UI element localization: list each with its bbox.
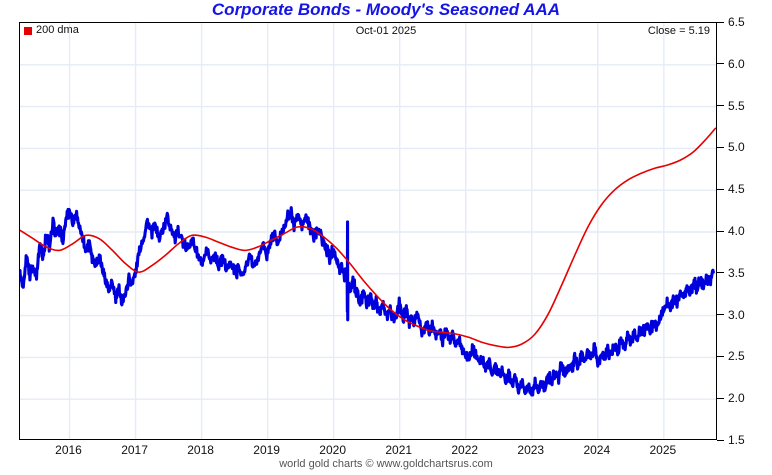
x-tick-label: 2019 <box>253 443 280 457</box>
y-axis: 6.5 6.0 5.5 5.0 4.5 4.0 3.5 3.0 2.5 2.0 1.5 <box>717 15 772 447</box>
y-tick-text: 5.5 <box>728 98 745 113</box>
y-tick-mark <box>717 21 724 23</box>
page-title: Corporate Bonds - Moody's Seasoned AAA <box>211 0 561 19</box>
chart-canvas <box>20 23 716 439</box>
y-tick-mark <box>717 314 724 316</box>
y-tick-mark <box>717 272 724 274</box>
y-tick-label: 5.5 <box>717 98 745 113</box>
y-tick-mark <box>717 105 724 107</box>
x-tick-label: 2017 <box>121 443 148 457</box>
y-tick-text: 3.0 <box>728 307 745 322</box>
y-tick-mark <box>717 63 724 65</box>
close-value-label: Close = 5.19 <box>647 25 710 37</box>
y-tick-label: 1.5 <box>717 433 745 447</box>
y-tick-mark <box>717 397 724 399</box>
y-tick-mark <box>717 230 724 232</box>
y-tick-label: 5.0 <box>717 140 745 155</box>
plot-area <box>19 22 717 440</box>
x-tick-label: 2018 <box>187 443 214 457</box>
x-tick-label: 2024 <box>583 443 611 457</box>
y-tick-label: 3.0 <box>717 307 745 322</box>
y-tick-label: 6.5 <box>717 15 745 29</box>
y-tick-label: 2.0 <box>717 391 745 406</box>
x-tick-label: 2025 <box>649 443 677 457</box>
y-tick-text: 6.0 <box>728 56 745 71</box>
y-tick-text: 4.0 <box>728 224 745 238</box>
x-axis: 2016 2017 2018 2019 2020 2021 2022 2023 2024 2025 <box>19 443 717 459</box>
legend-label-200dma: 200 dma <box>36 24 79 36</box>
y-tick-mark <box>717 355 724 357</box>
y-tick-text: 2.0 <box>728 391 745 406</box>
x-tick-label: 2016 <box>55 443 82 457</box>
y-tick-text: 3.5 <box>728 265 745 280</box>
y-tick-mark <box>717 188 724 190</box>
y-tick-text: 4.5 <box>728 182 745 197</box>
credit-text: world gold charts © www.goldchartsrus.co… <box>279 458 493 470</box>
y-tick-label: 4.0 <box>717 224 745 238</box>
x-tick-label: 2021 <box>385 443 413 457</box>
legend: 200 dma <box>24 25 79 36</box>
y-tick-text: 6.5 <box>728 15 745 29</box>
y-tick-label: 6.0 <box>717 56 745 71</box>
y-tick-mark <box>717 146 724 148</box>
y-tick-label: 2.5 <box>717 349 745 364</box>
y-tick-label: 4.5 <box>717 182 745 197</box>
y-tick-label: 3.5 <box>717 265 745 280</box>
y-tick-text: 1.5 <box>728 433 745 447</box>
y-tick-text: 2.5 <box>728 349 745 364</box>
x-tick-label: 2020 <box>319 443 347 457</box>
y-tick-text: 5.0 <box>728 140 745 155</box>
x-tick-label: 2022 <box>451 443 479 457</box>
y-tick-mark <box>717 439 724 441</box>
legend-swatch-200dma <box>24 26 32 35</box>
x-tick-label: 2023 <box>517 443 545 457</box>
